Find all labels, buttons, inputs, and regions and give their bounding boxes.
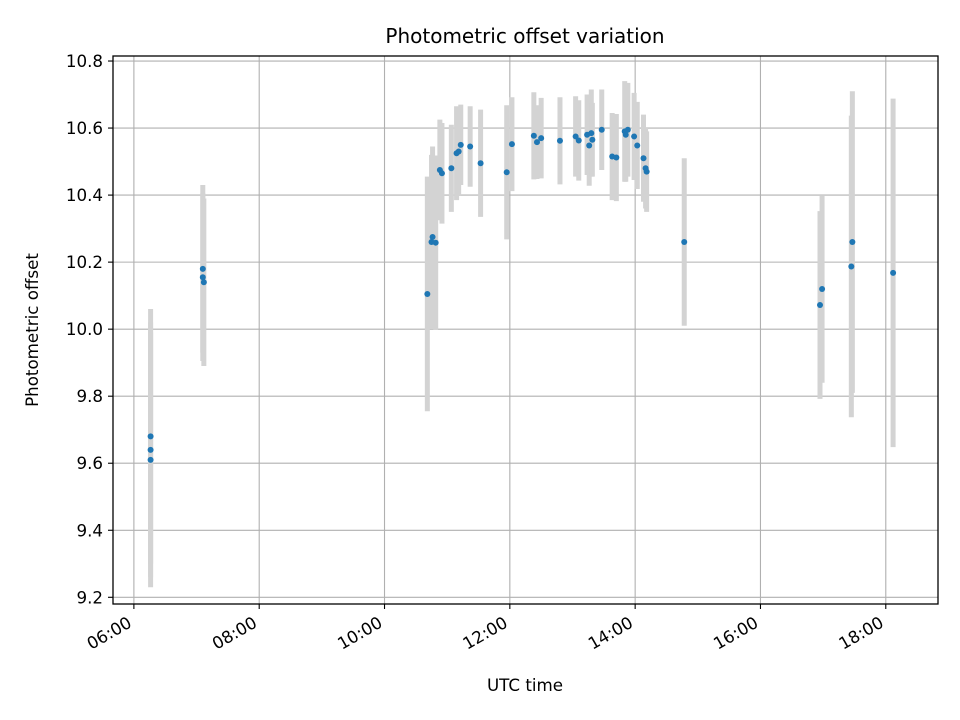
y-tick-label: 10.0 xyxy=(66,319,103,339)
data-point xyxy=(508,141,515,148)
data-point xyxy=(631,133,638,140)
y-tick-label: 10.8 xyxy=(66,51,103,71)
data-point xyxy=(448,165,455,172)
x-tick-label: 12:00 xyxy=(459,612,511,653)
data-point xyxy=(890,269,897,276)
y-axis-ticks: 9.2 9.4 9.6 9.8 10.0 10.2 10.4 10.6 10.8 xyxy=(66,51,113,607)
data-point xyxy=(147,433,154,440)
data-point xyxy=(589,136,596,143)
data-point xyxy=(598,126,605,133)
data-point xyxy=(438,170,445,177)
data-point xyxy=(455,148,462,155)
data-point xyxy=(624,126,631,133)
data-point xyxy=(199,274,206,281)
x-tick-label: 18:00 xyxy=(835,612,887,653)
data-point xyxy=(586,142,593,149)
y-tick-label: 9.4 xyxy=(76,520,103,540)
data-point xyxy=(424,290,431,297)
data-point xyxy=(477,160,484,167)
data-point xyxy=(503,169,510,176)
plot-area-frame xyxy=(112,55,939,605)
x-axis-label: UTC time xyxy=(487,675,563,695)
data-point xyxy=(848,263,855,270)
y-tick-label: 9.6 xyxy=(76,453,103,473)
data-point xyxy=(533,139,540,146)
data-point xyxy=(199,265,206,272)
x-axis-ticks: 06:00 08:00 10:00 12:00 14:00 16:00 18:00 xyxy=(83,604,887,654)
x-tick-label: 10:00 xyxy=(334,612,386,653)
y-tick-label: 9.8 xyxy=(76,386,103,406)
x-tick-label: 08:00 xyxy=(209,612,261,653)
y-tick-label: 9.2 xyxy=(76,587,103,607)
y-axis-label: Photometric offset xyxy=(22,253,42,407)
y-tick-label: 10.2 xyxy=(66,252,103,272)
data-point xyxy=(429,233,436,240)
data-point xyxy=(588,130,595,137)
data-point xyxy=(613,154,620,161)
y-tick-label: 10.6 xyxy=(66,118,103,138)
data-point xyxy=(681,239,688,246)
grid-lines xyxy=(113,56,938,604)
data-point xyxy=(530,132,537,139)
data-point xyxy=(640,155,647,162)
data-point xyxy=(634,142,641,149)
data-point xyxy=(819,285,826,292)
x-tick-label: 06:00 xyxy=(83,612,135,653)
data-points xyxy=(147,126,897,463)
data-point xyxy=(538,135,545,142)
data-point xyxy=(575,137,582,144)
data-point xyxy=(816,302,823,309)
data-point xyxy=(643,168,650,175)
data-point xyxy=(147,446,154,453)
data-point xyxy=(200,279,207,286)
data-point xyxy=(147,456,154,463)
data-point xyxy=(556,137,563,144)
data-point xyxy=(467,143,474,150)
data-point xyxy=(457,141,464,148)
x-tick-label: 16:00 xyxy=(710,612,762,653)
chart-title: Photometric offset variation xyxy=(385,24,664,48)
y-tick-label: 10.4 xyxy=(66,185,103,205)
x-tick-label: 14:00 xyxy=(585,612,637,653)
data-point xyxy=(622,131,629,138)
error-bars xyxy=(148,81,896,588)
data-point xyxy=(849,239,856,246)
data-point xyxy=(572,133,579,140)
data-point xyxy=(432,239,439,246)
